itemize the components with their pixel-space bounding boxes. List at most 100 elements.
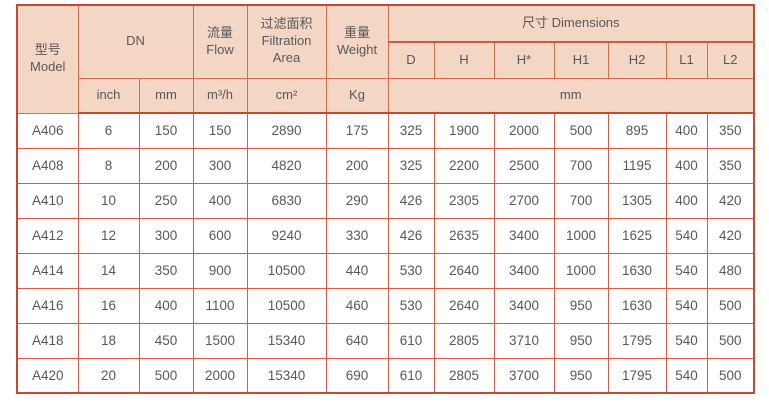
value-cell: 15340 [246,322,327,359]
value-cell: 150 [192,112,248,149]
table-row: A412 12 300 600 9240 330 426 2635 3400 1000 1625 54… [16,217,755,254]
value-cell: 2635 [433,217,495,254]
spec-table: 型号 Model DN 流量 Flow 过滤面积 Filtration Area… [16,4,756,394]
header-row-units: inch mm m³/h cm² Kg mm [17,77,755,114]
value-cell: 400 [138,287,194,324]
header-flow: 流量 Flow [192,4,248,79]
value-cell: 3400 [493,287,555,324]
value-cell: 8 [77,147,140,184]
value-cell: 500 [706,322,755,359]
value-cell: 3400 [493,217,555,254]
value-cell: 330 [325,217,389,254]
header-dim-h1: H1 [553,41,609,79]
value-cell: 500 [553,112,609,149]
value-cell: 200 [138,147,194,184]
value-cell: 610 [387,357,435,394]
value-cell: 530 [387,252,435,289]
header-dim-h: H [433,41,495,79]
value-cell: 2000 [192,357,248,394]
value-cell: 200 [325,147,389,184]
value-cell: 420 [706,182,755,219]
table-row: A410 10 250 400 6830 290 426 2305 2700 700 1305 400… [16,182,755,219]
value-cell: 1500 [192,322,248,359]
value-cell: 1900 [433,112,495,149]
table-row: A414 14 350 900 10500 440 530 2640 3400 1000 1630 5… [16,252,755,289]
value-cell: 440 [325,252,389,289]
model-cell: A414 [16,252,79,289]
value-cell: 1100 [192,287,248,324]
value-cell: 18 [77,322,140,359]
model-cell: A406 [16,112,79,149]
value-cell: 16 [77,287,140,324]
header-dim-h2: H2 [607,41,667,79]
value-cell: 2700 [493,182,555,219]
value-cell: 530 [387,287,435,324]
value-cell: 426 [387,182,435,219]
value-cell: 9240 [246,217,327,254]
value-cell: 3700 [493,357,555,394]
value-cell: 2805 [433,322,495,359]
value-cell: 350 [706,112,755,149]
value-cell: 950 [553,287,609,324]
value-cell: 900 [192,252,248,289]
value-cell: 480 [706,252,755,289]
value-cell: 350 [706,147,755,184]
unit-area: cm² [246,77,327,114]
header-dim-d: D [387,41,435,79]
value-cell: 1000 [553,217,609,254]
unit-dn-inch: inch [77,77,140,114]
value-cell: 950 [553,357,609,394]
value-cell: 1630 [607,287,667,324]
value-cell: 540 [665,252,708,289]
header-filtration-cn: 过滤面积 [260,16,313,32]
value-cell: 2890 [246,112,327,149]
value-cell: 350 [138,252,194,289]
value-cell: 10500 [246,287,327,324]
value-cell: 4820 [246,147,327,184]
unit-weight: Kg [325,77,389,114]
value-cell: 690 [325,357,389,394]
model-cell: A410 [16,182,79,219]
value-cell: 10500 [246,252,327,289]
value-cell: 600 [192,217,248,254]
value-cell: 3710 [493,322,555,359]
value-cell: 3400 [493,252,555,289]
header-dimensions: 尺寸 Dimensions [387,4,755,43]
header-filtration-area: 过滤面积 Filtration Area [246,4,327,79]
model-cell: A412 [16,217,79,254]
value-cell: 500 [138,357,194,394]
header-model-en: Model [30,59,66,75]
value-cell: 540 [665,287,708,324]
value-cell: 450 [138,322,194,359]
header-row-1: 型号 Model DN 流量 Flow 过滤面积 Filtration Area… [16,4,755,114]
model-cell: A418 [16,322,79,359]
header-weight: 重量 Weight [325,4,389,79]
value-cell: 500 [706,287,755,324]
value-cell: 2305 [433,182,495,219]
header-flow-cn: 流量 [206,24,233,40]
unit-dn-mm: mm [138,77,194,114]
header-dimensions-cn: 尺寸 [521,15,548,31]
value-cell: 1795 [607,322,667,359]
value-cell: 20 [77,357,140,394]
value-cell: 400 [192,182,248,219]
value-cell: 700 [553,182,609,219]
header-dn: DN [77,4,194,79]
table-row: A406 6 150 150 2890 175 325 1900 2000 500 895 400 35… [16,112,755,149]
value-cell: 895 [607,112,667,149]
value-cell: 175 [325,112,389,149]
value-cell: 2200 [433,147,495,184]
value-cell: 400 [665,147,708,184]
header-dimensions-en: Dimensions [551,15,620,31]
value-cell: 426 [387,217,435,254]
value-cell: 15340 [246,357,327,394]
value-cell: 540 [665,357,708,394]
value-cell: 14 [77,252,140,289]
value-cell: 2000 [493,112,555,149]
value-cell: 1630 [607,252,667,289]
value-cell: 1795 [607,357,667,394]
unit-dimensions: mm [387,77,755,114]
header-dim-l2: L2 [706,41,755,79]
value-cell: 150 [138,112,194,149]
value-cell: 325 [387,147,435,184]
